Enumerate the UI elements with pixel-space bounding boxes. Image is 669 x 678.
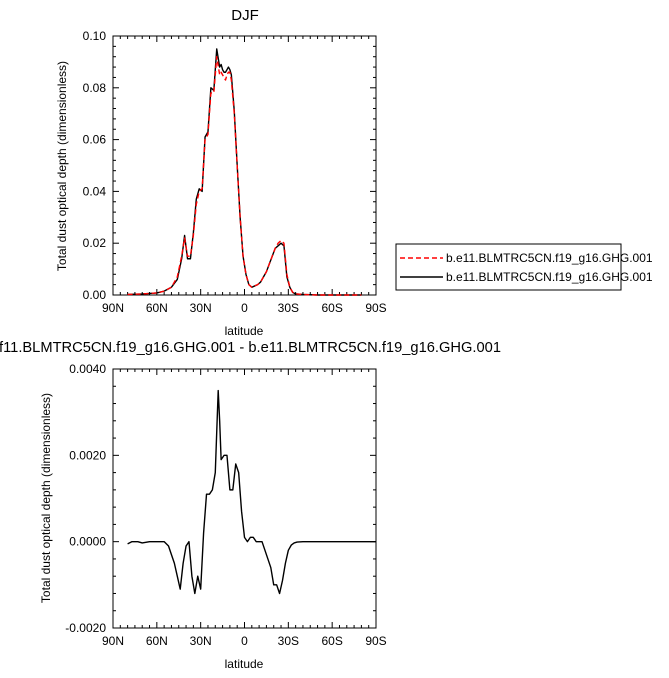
bottom-chart-title: f11.BLMTRC5CN.f19_g16.GHG.001 - b.e11.BL… <box>0 339 501 356</box>
legend-frame <box>395 243 622 291</box>
top-plot-area: 90N 60N 30N 0 30S 60S 90S 0.00 0.02 0.04 0.06 0.08 0… <box>83 29 387 315</box>
legend-entry-1: b.e11.BLMTRC5CN.f19_g16.GHG.001 <box>446 251 653 265</box>
top-y-axis-title: Total dust optical depth (dimensionless) <box>55 61 69 271</box>
bottom-y-tick-label: -0.0020 <box>65 621 106 635</box>
top-chart-title: DJF <box>231 7 259 24</box>
top-x-axis-title: latitude <box>225 324 264 338</box>
bottom-y-tick-label: 0.0000 <box>69 535 106 549</box>
legend-entry-2: b.e11.BLMTRC5CN.f19_g16.GHG.001 <box>446 270 653 284</box>
bottom-x-tick-label: 60S <box>321 634 342 648</box>
top-x-tick-label: 90N <box>102 301 124 315</box>
top-x-tick-label: 90S <box>365 301 386 315</box>
bottom-y-tick-label: 0.0040 <box>69 362 106 376</box>
top-y-tick-label: 0.06 <box>83 133 107 147</box>
bottom-x-tick-label: 90N <box>102 634 124 648</box>
bottom-x-tick-label: 60N <box>146 634 168 648</box>
bottom-plot-area: 90N 60N 30N 0 30S 60S 90S -0.0020 0.0000 0.0020 0.… <box>65 362 386 648</box>
bottom-x-axis-title: latitude <box>225 657 264 671</box>
top-y-tick-label: 0.10 <box>83 29 107 43</box>
bottom-plot-frame <box>112 368 377 629</box>
top-x-tick-label: 0 <box>241 301 248 315</box>
top-y-tick-label: 0.02 <box>83 236 107 250</box>
bottom-y-axis-label: Total dust optical depth (dimensionless) <box>39 393 53 603</box>
bottom-x-tick-label: 0 <box>241 634 248 648</box>
bottom-x-tick-label: 30N <box>190 634 212 648</box>
top-y-tick-label: 0.08 <box>83 81 107 95</box>
top-plot-frame <box>112 35 377 296</box>
top-x-tick-label: 30S <box>278 301 299 315</box>
bottom-x-tick-label: 30S <box>278 634 299 648</box>
bottom-y-tick-label: 0.0020 <box>69 448 106 462</box>
top-series-line-1 <box>127 48 362 296</box>
bottom-x-tick-label: 90S <box>365 634 386 648</box>
top-series-line-0 <box>127 56 362 296</box>
top-x-tick-label: 60S <box>321 301 342 315</box>
bottom-series-line-0 <box>127 389 376 595</box>
top-y-tick-label: 0.00 <box>83 288 107 302</box>
top-y-axis-label: Total dust optical depth (dimensionless) <box>55 61 69 271</box>
top-legend: b.e11.BLMTRC5CN.f19_g16.GHG.001 b.e11.BL… <box>395 243 653 291</box>
bottom-y-axis-title: Total dust optical depth (dimensionless) <box>39 393 53 603</box>
top-x-tick-label: 60N <box>146 301 168 315</box>
top-x-tick-label: 30N <box>190 301 212 315</box>
top-y-tick-label: 0.04 <box>83 184 107 198</box>
